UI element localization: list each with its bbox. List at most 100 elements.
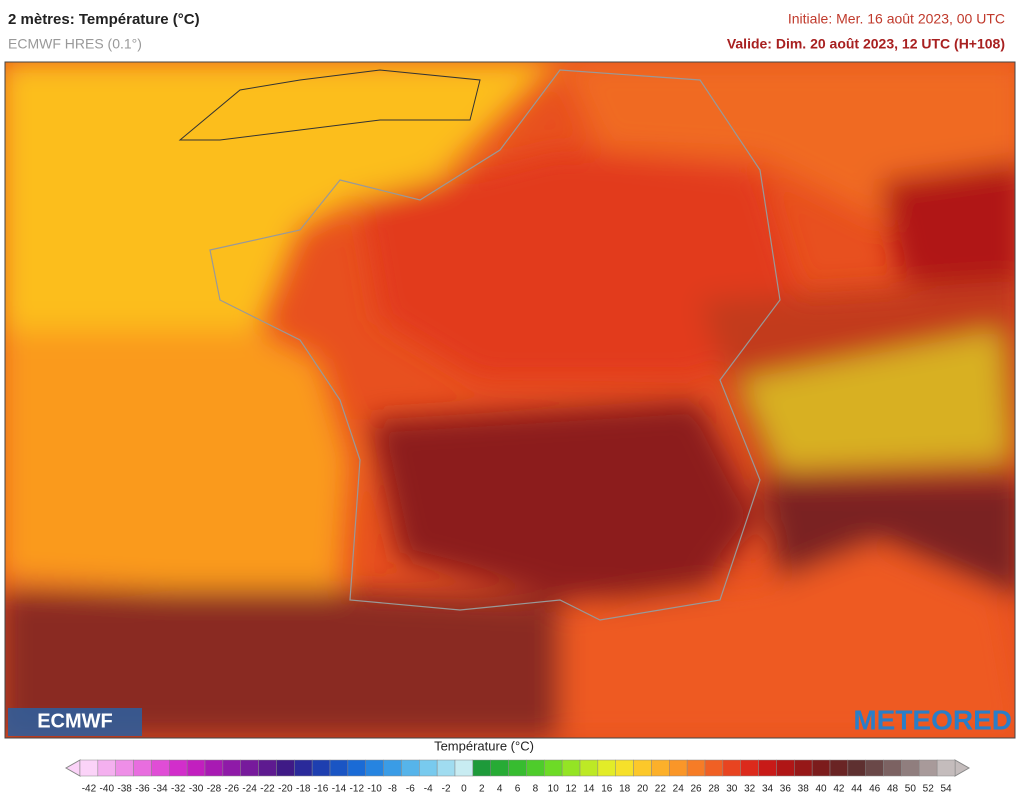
- color-swatch: [544, 759, 563, 777]
- legend-tick-label: -34: [153, 784, 168, 795]
- legend-tick-label: -18: [296, 784, 311, 795]
- legend-tick-label: -22: [260, 784, 275, 795]
- heat-blobs: [5, 62, 1015, 738]
- legend-tick-label: 28: [708, 784, 720, 795]
- color-swatch: [383, 759, 402, 777]
- legend-tick-label: 6: [515, 784, 521, 795]
- color-swatch: [579, 759, 599, 777]
- colorbar: -42 -40 -38 -36 -34 -32 -30 -28 -26 -24 -22 -20 -18-…: [64, 759, 971, 795]
- legend-tick-label: -26: [225, 784, 240, 795]
- color-swatch: [186, 759, 206, 777]
- legend-tick-label: 50: [905, 784, 917, 795]
- color-swatch: [240, 759, 259, 777]
- color-swatch: [276, 759, 295, 777]
- color-swatch: [936, 759, 956, 777]
- legend-tick-label: 32: [744, 784, 756, 795]
- color-swatch: [865, 759, 884, 777]
- temperature-field: [5, 62, 1015, 738]
- legend-tick-label: -4: [424, 784, 433, 795]
- legend-tick-label: 34: [762, 784, 774, 795]
- color-swatch: [454, 759, 474, 777]
- color-swatch: [347, 759, 366, 777]
- legend-tick-label: -16: [314, 784, 329, 795]
- map-title: 2 mètres: Température (°C): [8, 11, 200, 28]
- colorbar-end: [954, 759, 971, 777]
- legend-tick-label: -30: [189, 784, 204, 795]
- legend-tick-label: -42: [82, 784, 97, 795]
- model-name: ECMWF HRES (0.1°): [8, 36, 142, 52]
- legend-tick-label: -10: [367, 784, 382, 795]
- color-swatch: [222, 759, 241, 777]
- color-swatch: [651, 759, 670, 777]
- legend-tick-label: -2: [442, 784, 451, 795]
- legend-tick-label: -6: [406, 784, 415, 795]
- color-swatch: [526, 759, 545, 777]
- legend-tick-label: -32: [171, 784, 186, 795]
- legend-tick-label: -28: [207, 784, 222, 795]
- color-swatch: [169, 759, 188, 777]
- color-swatch: [704, 759, 724, 777]
- legend-tick-label: -20: [278, 784, 293, 795]
- legend-tick-label: 14: [583, 784, 595, 795]
- legend-tick-label: 36: [780, 784, 792, 795]
- color-swatch: [133, 759, 152, 777]
- logo-bg: [8, 708, 142, 736]
- color-swatch: [294, 759, 313, 777]
- ecmwf-logo: ECMWF: [8, 708, 142, 736]
- color-swatch: [365, 759, 384, 777]
- color-swatch: [151, 759, 170, 777]
- color-swatch: [758, 759, 777, 777]
- color-swatch: [740, 759, 759, 777]
- legend-tick-label: 4: [497, 784, 503, 795]
- legend-tick-label: 54: [941, 784, 953, 795]
- legend-tick-label: 2: [479, 784, 485, 795]
- color-swatch: [401, 759, 420, 777]
- legend-tick-label: -40: [100, 784, 115, 795]
- logo-text: ECMWF: [37, 710, 113, 732]
- map-frame: [4, 61, 1016, 739]
- legend-tick-label: 52: [923, 784, 935, 795]
- legend-tick-label: 8: [533, 784, 539, 795]
- color-swatch: [115, 759, 134, 777]
- init-time: Initiale: Mer. 16 août 2023, 00 UTC: [788, 11, 1005, 27]
- legend-tick-label: 0: [461, 784, 467, 795]
- color-swatch: [311, 759, 331, 777]
- legend-tick-label: -36: [135, 784, 150, 795]
- valid-time: Valide: Dim. 20 août 2023, 12 UTC (H+108…: [727, 36, 1005, 52]
- legend-tick-label: -38: [117, 784, 132, 795]
- legend-tick-label: 38: [798, 784, 810, 795]
- legend-tick-label: 10: [548, 784, 560, 795]
- color-swatch: [669, 759, 688, 777]
- color-swatch: [508, 759, 527, 777]
- legend-tick-label: -14: [332, 784, 347, 795]
- legend-tick-label: 40: [816, 784, 828, 795]
- color-swatch: [597, 759, 616, 777]
- color-swatch: [436, 759, 456, 777]
- color-swatch: [472, 759, 491, 777]
- color-swatch: [686, 759, 706, 777]
- legend-tick-label: 22: [655, 784, 667, 795]
- color-swatch: [204, 759, 224, 777]
- legend-tick-label: 44: [851, 784, 863, 795]
- color-swatch: [79, 759, 99, 777]
- colorbar-end: [64, 759, 81, 777]
- legend-tick-label: 18: [619, 784, 631, 795]
- legend-tick-label: 30: [726, 784, 738, 795]
- legend-tick-label: 48: [887, 784, 899, 795]
- color-swatch: [847, 759, 866, 777]
- color-swatch: [776, 759, 795, 777]
- color-swatch: [97, 759, 116, 777]
- legend-tick-label: 12: [566, 784, 578, 795]
- legend-tick-label: 46: [869, 784, 881, 795]
- color-swatch: [883, 759, 902, 777]
- legend-tick-label: -24: [242, 784, 257, 795]
- color-swatch: [561, 759, 581, 777]
- color-swatch: [633, 759, 652, 777]
- color-swatch: [419, 759, 438, 777]
- color-swatch: [722, 759, 741, 777]
- country-border: [209, 69, 781, 621]
- color-swatch: [794, 759, 813, 777]
- legend-tick-label: 42: [833, 784, 845, 795]
